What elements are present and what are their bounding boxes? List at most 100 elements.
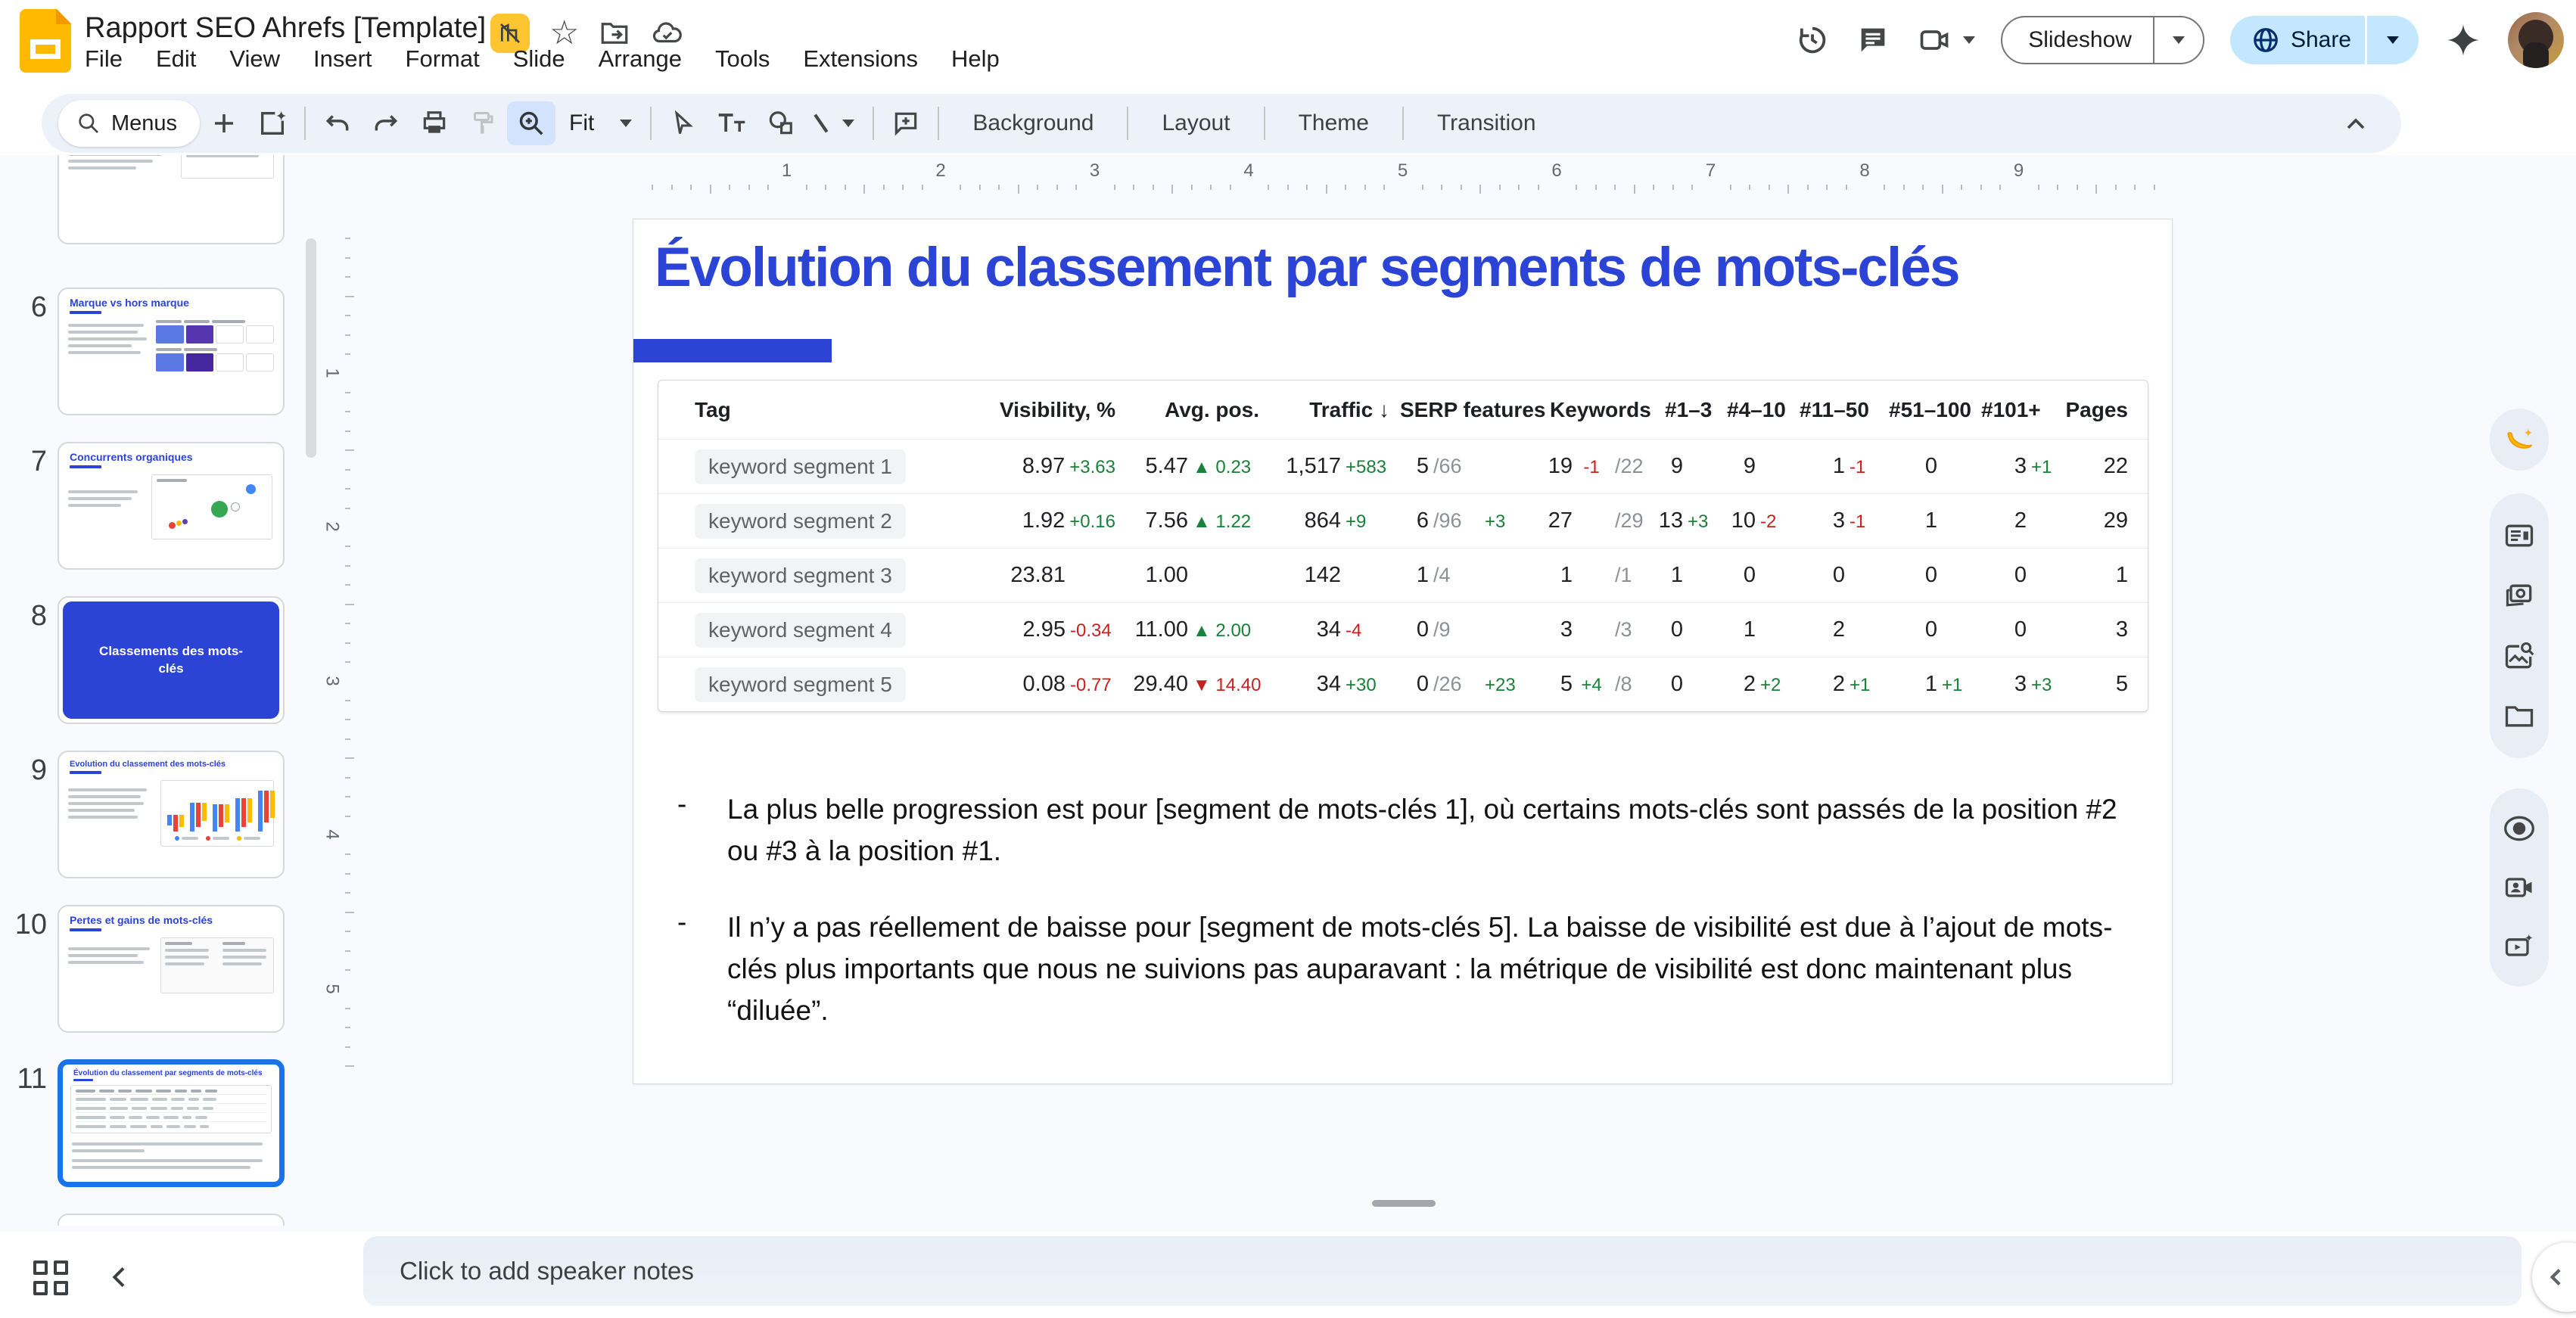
table-cell: 1 +1 (1924, 672, 1963, 696)
account-avatar[interactable] (2508, 12, 2564, 68)
table-cell-tag: keyword segment 4 (680, 612, 979, 648)
table-cell: 1 (1924, 508, 1937, 533)
print-button[interactable] (410, 101, 459, 145)
star-icon[interactable]: ☆ (549, 14, 580, 51)
horizontal-ruler: 1 2 3 4 5 6 7 8 9 (633, 160, 2173, 194)
slides-logo-icon[interactable] (20, 9, 71, 73)
table-cell: 5 +4/8 (1560, 672, 1632, 696)
slide-number: 11 (17, 1063, 47, 1095)
table-cell-tag: keyword segment 2 (680, 503, 979, 539)
grid-view-icon[interactable] (33, 1260, 68, 1295)
insert-comment-button[interactable] (882, 101, 930, 145)
ruler-number: 4 (1243, 160, 1254, 181)
header: Rapport SEO Ahrefs [Template] ☆ File Edit… (0, 0, 2576, 92)
table-cell: 1 (1670, 563, 1683, 587)
background-button[interactable]: Background (972, 110, 1094, 135)
share-button[interactable]: Share (2229, 16, 2419, 64)
slide-thumbnail-9[interactable]: Evolution du classement des mots-clés (58, 751, 285, 878)
search-menus-button[interactable]: Menus (58, 100, 201, 147)
slide-thumbnail-6[interactable]: Marque vs hors marque (58, 288, 285, 415)
rail-group-addon (2490, 409, 2549, 471)
menu-item-help[interactable]: Help (950, 45, 1000, 72)
bullet-marker: - (677, 788, 687, 819)
slide-editor[interactable]: Évolution du classement par segments de … (633, 219, 2173, 1084)
slide-thumbnail-10[interactable]: Pertes et gains de mots-clés (58, 905, 285, 1033)
redo-button[interactable] (362, 101, 410, 145)
comments-icon[interactable] (1856, 23, 1890, 58)
zoom-select[interactable]: Fit (555, 110, 642, 136)
line-tool-button[interactable] (804, 101, 841, 145)
accent-bar[interactable] (633, 339, 832, 362)
text-box-button[interactable] (708, 101, 756, 145)
slide-thumbnail-7[interactable]: Concurrents organiques (58, 442, 285, 570)
undo-button[interactable] (313, 101, 362, 145)
toolbar: Menus Fit (42, 94, 2401, 153)
filmstrip-scrollbar[interactable] (306, 238, 316, 458)
slide-thumbnail-12[interactable] (58, 1214, 285, 1226)
speaker-notes-input[interactable]: Click to add speaker notes (363, 1236, 2522, 1306)
image-search-icon[interactable] (2502, 639, 2537, 673)
menu-item-slide[interactable]: Slide (512, 45, 565, 72)
slide-thumbnail-8[interactable]: Classements des mots-clés (58, 596, 285, 724)
gemini-icon[interactable] (2444, 21, 2482, 59)
table-cell: 29.40 ▼ 14.40 (1133, 672, 1262, 696)
table-cell: 7.56 ▲ 1.22 (1145, 508, 1252, 533)
shape-tool-button[interactable] (756, 101, 804, 145)
table-cell: 1,517 +583 (1286, 454, 1387, 478)
folder-icon[interactable] (2502, 698, 2537, 733)
table-row: keyword segment 1 8.97 +3.63 5.47 ▲ 0.23 1,51… (658, 439, 2148, 493)
domain-restricted-badge-icon[interactable] (490, 14, 530, 53)
hide-menus-icon[interactable] (2341, 109, 2371, 139)
show-side-panel-button[interactable] (2532, 1242, 2576, 1312)
version-history-icon[interactable] (1795, 23, 1830, 58)
table-cell: 0 (1743, 563, 1756, 587)
menu-item-edit[interactable]: Edit (155, 45, 197, 72)
menu-item-format[interactable]: Format (405, 45, 480, 72)
slide-title[interactable]: Évolution du classement par segments de … (655, 237, 1960, 298)
article-card-icon[interactable] (2502, 518, 2537, 553)
table-cell: 22 (2103, 454, 2128, 478)
slideshow-dropdown-icon[interactable] (2154, 36, 2203, 44)
theme-button[interactable]: Theme (1298, 110, 1369, 135)
record-icon[interactable] (2502, 811, 2537, 846)
camera-person-icon[interactable] (2502, 870, 2537, 905)
move-folder-icon[interactable] (599, 17, 630, 49)
table-cell: 3 +3 (2014, 672, 2052, 696)
transition-button[interactable]: Transition (1436, 110, 1536, 135)
new-slide-button[interactable] (200, 101, 248, 145)
rail-group-content (2490, 493, 2549, 758)
paint-format-button[interactable] (459, 101, 507, 145)
menu-item-tools[interactable]: Tools (714, 45, 770, 72)
document-title[interactable]: Rapport SEO Ahrefs [Template] (85, 12, 487, 44)
table-header-col-11: Pages (2065, 397, 2129, 421)
join-call-button[interactable] (1916, 23, 1976, 57)
keyword-segments-table[interactable]: Tag Visibility, % Avg. pos. Traffic ↓ SERP f… (658, 380, 2148, 712)
table-header-col-10: #101+ (1981, 397, 2041, 421)
select-tool-button[interactable] (659, 101, 708, 145)
call-dropdown-icon[interactable] (1963, 36, 1976, 44)
video-sparkle-icon[interactable] (2502, 929, 2537, 964)
menu-item-insert[interactable]: Insert (313, 45, 372, 72)
menu-item-arrange[interactable]: Arrange (598, 45, 682, 72)
slide-number: 8 (30, 600, 47, 632)
line-dropdown-icon[interactable] (842, 120, 855, 127)
collapse-filmstrip-icon[interactable] (104, 1262, 135, 1292)
share-dropdown-icon[interactable] (2367, 36, 2419, 44)
slideshow-button[interactable]: Slideshow (2001, 16, 2204, 64)
table-cell: 5/66 (1416, 454, 1462, 478)
cloud-saved-icon[interactable] (650, 17, 685, 49)
slide-thumbnail-5[interactable] (58, 155, 285, 244)
notes-resize-handle[interactable] (1372, 1200, 1436, 1207)
menu-item-view[interactable]: View (229, 45, 281, 72)
layout-button[interactable]: Layout (1162, 110, 1230, 135)
slide-thumbnail-11-current[interactable]: Évolution du classement par segments de … (58, 1059, 285, 1187)
banana-addon-icon[interactable] (2502, 422, 2537, 457)
toolbar-text-buttons: Background Layout Theme Transition (947, 107, 1561, 140)
menu-item-file[interactable]: File (85, 45, 123, 72)
screenshot-stack-icon[interactable] (2502, 578, 2537, 613)
new-slide-template-button[interactable] (248, 101, 297, 145)
zoom-button[interactable] (507, 101, 556, 145)
menu-item-extensions[interactable]: Extensions (803, 45, 918, 72)
slide-bullets[interactable]: - La plus belle progression est pour [se… (677, 788, 2130, 1066)
